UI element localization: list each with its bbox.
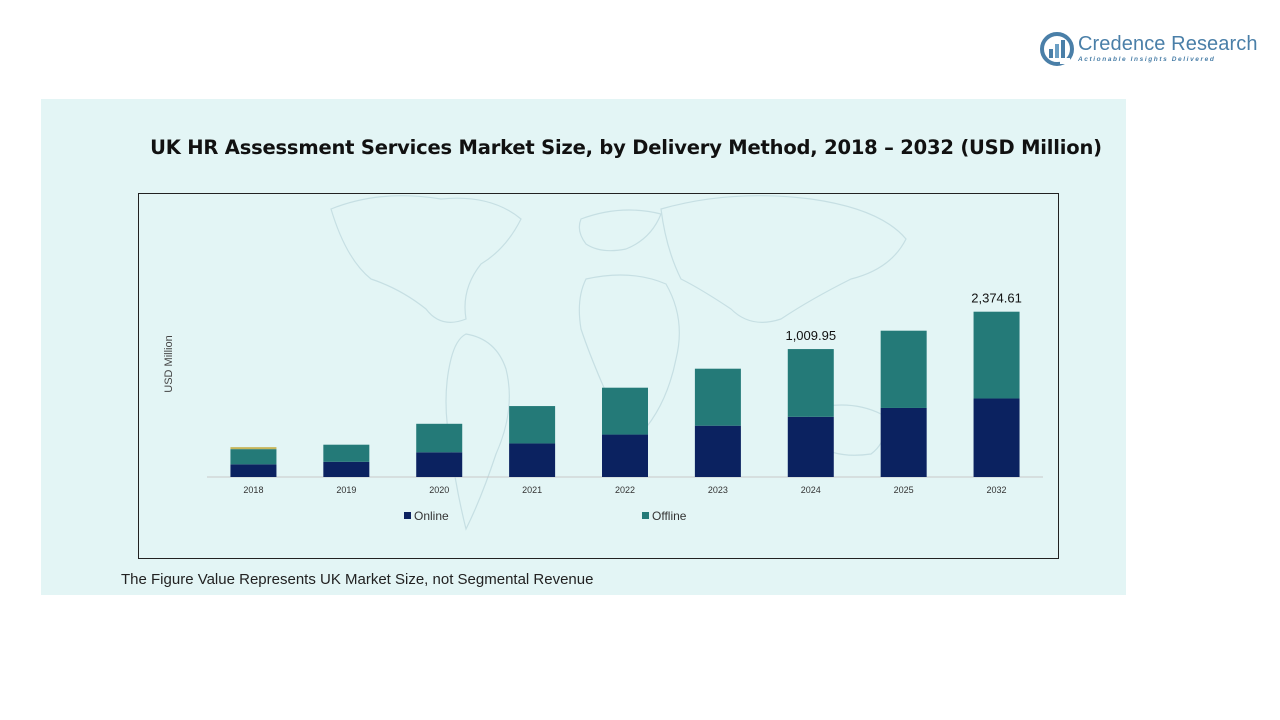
bar-online-2025 (880, 407, 927, 477)
bar-online-2032 (973, 398, 1020, 477)
brand-logo: Credence Research Actionable Insights De… (1040, 32, 1258, 68)
bar-chart: 2018 2019 2020 2021 2022 2023 2024 1,009.95 2025… (207, 291, 1043, 495)
x-tick-label-2021: 2021 (522, 485, 542, 495)
bar-offline-2024 (787, 349, 834, 417)
x-tick-label-2022: 2022 (615, 485, 635, 495)
legend-label-offline: Offline (652, 509, 687, 523)
data-label-2032: 2,374.61 (971, 291, 1022, 306)
bar-online-2021 (509, 443, 556, 477)
bar-offline-2023 (694, 368, 741, 426)
bar-online-2022 (602, 434, 648, 477)
x-tick-label-2023: 2023 (708, 485, 728, 495)
chart-title: UK HR Assessment Services Market Size, b… (150, 136, 1102, 159)
bar-offline-2022 (602, 387, 648, 435)
bar-online-2024 (787, 416, 834, 477)
bar-offline-2020 (416, 423, 463, 453)
world-map-watermark (330, 195, 907, 531)
bar-top-sliver-2018 (230, 447, 277, 450)
bar-offline-2032 (973, 311, 1020, 399)
legend-item-online: Online (404, 509, 449, 523)
data-label-2024: 1,009.95 (785, 328, 836, 343)
x-tick-label-2025: 2025 (894, 485, 914, 495)
bar-offline-2025 (880, 330, 927, 408)
x-tick-label-2024: 2024 (801, 485, 821, 495)
bar-online-2020 (416, 452, 463, 477)
legend: Online Offline (139, 509, 1060, 529)
x-tick-label-2019: 2019 (336, 485, 356, 495)
legend-label-online: Online (414, 509, 449, 523)
bar-online-2023 (694, 425, 741, 477)
bar-offline-2019 (323, 444, 370, 462)
x-tick-label-2018: 2018 (243, 485, 263, 495)
x-tick-label-2032: 2032 (987, 485, 1007, 495)
brand-name: Credence Research (1078, 33, 1258, 55)
bar-offline-2018 (230, 449, 277, 465)
legend-swatch-offline (642, 512, 649, 519)
bar-offline-2021 (509, 406, 556, 444)
chart-panel: UK HR Assessment Services Market Size, b… (41, 99, 1126, 595)
footnote: The Figure Value Represents UK Market Si… (121, 571, 594, 588)
bar-online-2018 (230, 464, 277, 477)
bar-online-2019 (323, 461, 370, 477)
brand-logo-icon (1040, 32, 1074, 66)
brand-tagline: Actionable Insights Delivered (1078, 56, 1216, 63)
legend-item-offline: Offline (642, 509, 686, 523)
plot-area: USD Million 2018 2019 2020 2021 2022 2023 2024… (138, 193, 1059, 559)
legend-swatch-online (404, 512, 411, 519)
x-tick-label-2020: 2020 (429, 485, 449, 495)
